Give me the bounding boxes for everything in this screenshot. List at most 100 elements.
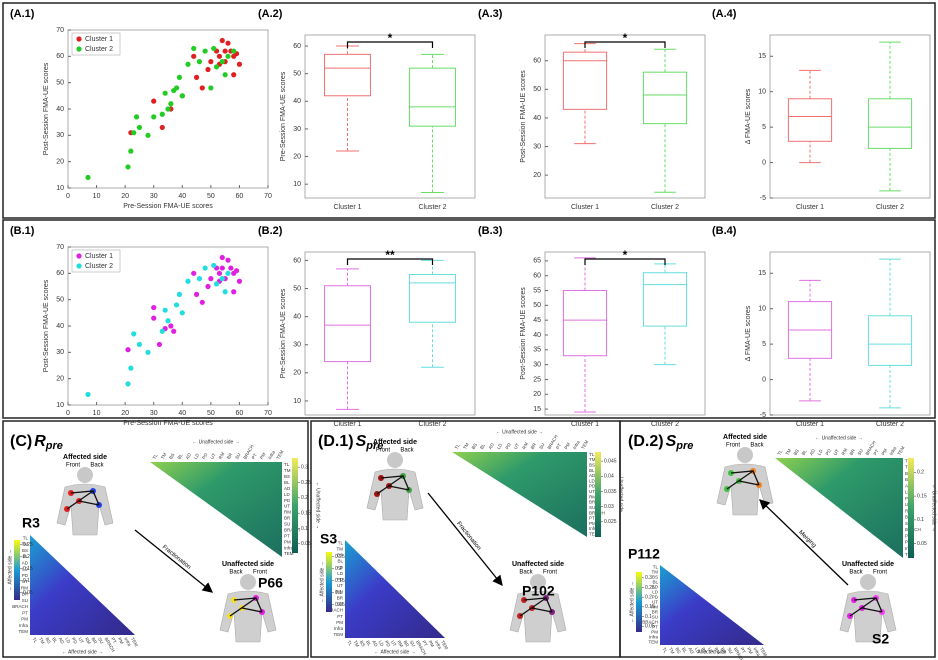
muscle-label: SU <box>234 452 241 460</box>
point <box>125 347 131 353</box>
muscle-label: BL <box>589 468 595 473</box>
muscle-label: BR <box>589 500 596 505</box>
muscle-label: BR <box>849 448 857 457</box>
muscle-label: RM <box>284 510 291 515</box>
view-front: Front <box>543 570 557 576</box>
view-back: Back <box>519 570 533 576</box>
x-tick-label: 10 <box>93 193 101 200</box>
muscle-label: Infra <box>752 647 761 658</box>
view-title: Affected side <box>373 439 417 446</box>
muscle-label: AD <box>284 486 291 491</box>
box <box>324 53 371 97</box>
colorbar-tick-label: 0.05 <box>335 602 345 608</box>
y-tick-label: 30 <box>56 349 64 356</box>
muscle-label: BS <box>674 647 681 655</box>
colorbar-tick-label: 0.25 <box>23 542 33 548</box>
point <box>145 132 151 138</box>
muscle-label: LD <box>496 442 504 450</box>
point <box>236 278 243 284</box>
point <box>202 265 208 271</box>
y-axis-label: Pre-Session FMA-UE scores <box>280 288 287 378</box>
legend-swatch <box>76 263 82 269</box>
view-front: Front <box>726 443 740 449</box>
colorbar-tick-label: 0.05 <box>23 590 33 596</box>
muscle-label: TL <box>653 565 659 570</box>
x-tick-label: Cluster 2 <box>418 204 446 211</box>
view-back: Back <box>90 463 104 469</box>
muscle-label: UT <box>22 579 28 584</box>
muscle-label: PD <box>589 484 596 489</box>
y-tick-label: 60 <box>293 43 301 50</box>
colorbar-tick-label: 0.2 <box>335 566 342 572</box>
axis-label: ← Unaffected side → <box>496 429 543 435</box>
chart-title: (A.3) <box>478 8 503 20</box>
point <box>213 281 220 287</box>
box <box>642 71 688 125</box>
colorbar-label: ← Affected side → <box>319 561 325 602</box>
muscle-label: LD <box>652 590 659 595</box>
colorbar-tick-label: 0.05 <box>917 541 927 547</box>
body-head <box>240 574 256 590</box>
colorbar-tick-label: 0.3 <box>645 575 652 581</box>
point <box>165 318 171 324</box>
y-tick-label: 40 <box>533 115 541 122</box>
muscle-label: BR <box>90 637 98 646</box>
muscle-label: LD <box>377 640 385 648</box>
muscle-label: Infra <box>889 445 898 456</box>
axis-label: ← Affected side → <box>62 649 103 655</box>
colorbar-tick-label: 0.25 <box>335 554 345 560</box>
colorbar-tick-label: 0.045 <box>604 458 617 464</box>
legend-label: Cluster 1 <box>85 36 113 43</box>
point <box>176 74 183 80</box>
muscle-label: TEM <box>759 647 768 658</box>
y-tick-label: 10 <box>758 306 766 313</box>
muscle-label: SU <box>589 505 595 510</box>
x-tick-label: 10 <box>93 410 101 417</box>
y-tick-label: 15 <box>533 406 541 413</box>
y-tick-label: 35 <box>533 347 541 354</box>
y-tick-label: 10 <box>56 402 64 409</box>
muscle-label: TL <box>284 462 290 467</box>
x-tick-label: Cluster 2 <box>876 421 904 428</box>
point <box>151 304 157 311</box>
point <box>151 315 157 321</box>
y-tick-label: 20 <box>293 153 301 160</box>
plot-frame <box>769 251 931 416</box>
point <box>219 37 225 44</box>
point <box>196 59 203 65</box>
point <box>208 276 214 282</box>
transition-label: Fractionation <box>161 544 192 570</box>
muscle-label: TM <box>352 640 360 648</box>
muscle-label: BR <box>337 595 344 600</box>
point <box>205 283 211 290</box>
legend-box <box>71 249 121 273</box>
colorbar <box>326 552 332 612</box>
muscle-label: BS <box>45 637 52 645</box>
muscle-label: LD <box>193 452 201 460</box>
box <box>787 98 833 142</box>
y-tick-label: 50 <box>56 297 64 304</box>
muscle-label: TL <box>152 453 159 460</box>
colorbar-tick-label: 0.05 <box>301 541 311 547</box>
point <box>151 114 157 120</box>
muscle-label: PT <box>110 637 117 645</box>
point <box>199 299 205 305</box>
y-tick-label: 20 <box>293 370 301 377</box>
body-torso <box>509 590 567 643</box>
point <box>211 45 217 52</box>
x-tick-label: 60 <box>236 193 244 200</box>
y-axis-label: Δ FMA-UE scores <box>745 88 752 144</box>
synergy-links <box>849 597 883 617</box>
muscle-label: PM <box>259 452 267 461</box>
view-title: Unaffected side <box>842 561 894 568</box>
muscle-label: BS <box>589 462 595 467</box>
x-tick-label: Cluster 1 <box>796 421 824 428</box>
muscle-label: PM <box>284 539 291 544</box>
muscle-label: AD <box>58 637 66 646</box>
colorbar-tick-label: 0.15 <box>917 493 927 499</box>
muscle-label: TM <box>38 637 46 645</box>
point <box>162 307 168 313</box>
subject-unaffected: P102 <box>522 583 555 599</box>
muscle-label: UT <box>209 452 216 460</box>
point <box>228 265 234 271</box>
